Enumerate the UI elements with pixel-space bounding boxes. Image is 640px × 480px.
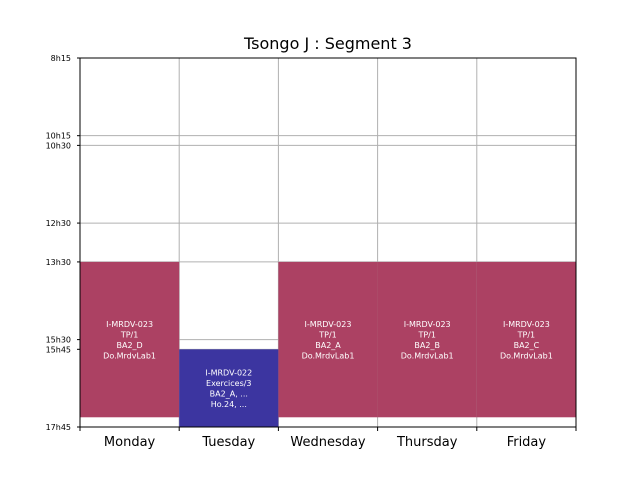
event-block-thursday bbox=[377, 261, 477, 418]
y-tick-label-15h30: 15h30 bbox=[46, 336, 71, 345]
event-text-wednesday-2: BA2_A bbox=[315, 341, 341, 350]
event-text-tuesday-1: Exercices/3 bbox=[206, 379, 251, 388]
y-tick-label-10h30: 10h30 bbox=[46, 141, 71, 150]
events-layer: I-MRDV-023TP/1BA2_DDo.MrdvLab1I-MRDV-022… bbox=[80, 261, 576, 427]
event-text-wednesday-0: I-MRDV-023 bbox=[305, 320, 352, 329]
event-text-thursday-3: Do.MrdvLab1 bbox=[401, 351, 454, 360]
event-text-wednesday-3: Do.MrdvLab1 bbox=[302, 351, 355, 360]
event-block-friday bbox=[476, 261, 576, 418]
event-text-wednesday-1: TP/1 bbox=[318, 330, 337, 339]
x-tick-label-wednesday: Wednesday bbox=[290, 435, 366, 450]
chart-title: Tsongo J : Segment 3 bbox=[243, 34, 412, 53]
x-tick-label-tuesday: Tuesday bbox=[201, 435, 255, 450]
y-tick-label-13h30: 13h30 bbox=[46, 258, 71, 267]
event-text-tuesday-2: BA2_A, ... bbox=[210, 389, 248, 398]
event-text-monday-1: TP/1 bbox=[120, 330, 139, 339]
event-text-thursday-2: BA2_B bbox=[414, 341, 440, 350]
y-tick-label-15h45: 15h45 bbox=[46, 345, 71, 354]
event-text-tuesday-0: I-MRDV-022 bbox=[205, 368, 252, 377]
event-text-friday-0: I-MRDV-023 bbox=[503, 320, 550, 329]
y-tick-label-17h45: 17h45 bbox=[46, 423, 71, 432]
y-tick-label-12h30: 12h30 bbox=[46, 219, 71, 228]
x-tick-label-thursday: Thursday bbox=[396, 435, 458, 450]
y-tick-label-10h15: 10h15 bbox=[46, 132, 71, 141]
event-text-friday-1: TP/1 bbox=[517, 330, 536, 339]
event-block-wednesday bbox=[278, 261, 378, 418]
event-text-monday-3: Do.MrdvLab1 bbox=[103, 351, 156, 360]
plot-frame bbox=[79, 57, 577, 428]
event-block-tuesday bbox=[179, 349, 279, 427]
event-text-monday-0: I-MRDV-023 bbox=[106, 320, 153, 329]
event-block-monday bbox=[80, 261, 180, 418]
event-text-thursday-0: I-MRDV-023 bbox=[404, 320, 451, 329]
x-tick-label-monday: Monday bbox=[104, 435, 156, 450]
event-text-friday-3: Do.MrdvLab1 bbox=[500, 351, 553, 360]
y-tick-label-8h15: 8h15 bbox=[51, 54, 71, 63]
event-text-monday-2: BA2_D bbox=[116, 341, 142, 350]
event-text-friday-2: BA2_C bbox=[514, 341, 540, 350]
event-text-thursday-1: TP/1 bbox=[417, 330, 436, 339]
x-tick-label-friday: Friday bbox=[507, 435, 547, 450]
event-text-tuesday-3: Ho.24, ... bbox=[211, 400, 247, 409]
